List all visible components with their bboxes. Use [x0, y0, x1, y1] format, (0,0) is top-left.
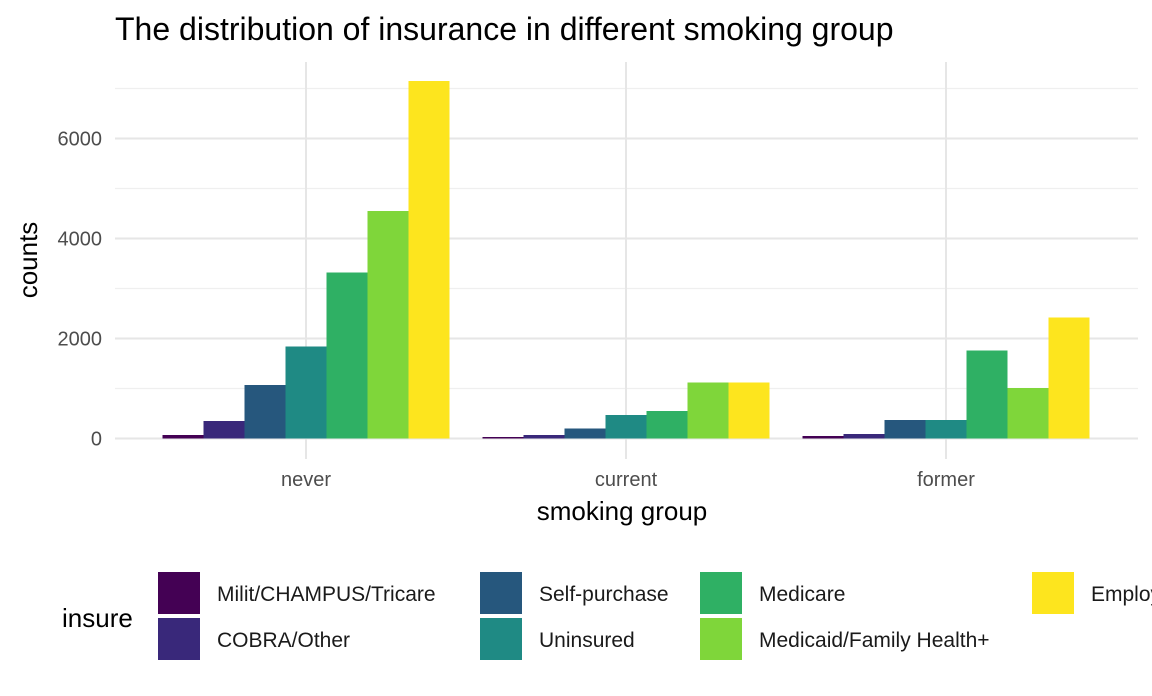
y-tick-label: 6000: [58, 129, 103, 151]
bar: [1007, 388, 1049, 439]
legend-swatch: [1032, 572, 1074, 614]
bar: [326, 272, 368, 439]
bar: [564, 428, 606, 439]
x-tick-label: current: [595, 469, 658, 491]
bar: [285, 346, 327, 439]
legend-swatch: [158, 572, 200, 614]
bar: [802, 436, 844, 439]
legend-label: Medicare: [759, 583, 845, 606]
legend-label: Milit/CHAMPUS/Tricare: [217, 583, 436, 606]
bar: [523, 435, 565, 439]
legend-label: Employer: [1091, 583, 1152, 606]
bar: [1048, 317, 1090, 439]
legend: Milit/CHAMPUS/Tricare COBRA/Other Self-pur…: [158, 572, 1152, 660]
y-tick-label: 0: [91, 429, 102, 451]
bar: [884, 420, 926, 439]
bar: [605, 415, 647, 439]
bar: [244, 385, 286, 439]
legend-label: Medicaid/Family Health+: [759, 629, 990, 652]
bar: [162, 435, 204, 439]
y-axis-title: counts: [13, 222, 43, 299]
bar: [687, 382, 729, 439]
x-tick-label: never: [281, 469, 331, 491]
bar: [482, 437, 524, 439]
x-axis-ticks: never current former: [281, 469, 975, 491]
bar: [367, 211, 409, 439]
chart-title: The distribution of insurance in differe…: [115, 11, 894, 47]
legend-swatch: [480, 618, 522, 660]
bar: [925, 420, 967, 439]
bar: [728, 382, 770, 439]
bar: [408, 81, 450, 439]
legend-label: Self-purchase: [539, 583, 669, 606]
legend-label: Uninsured: [539, 629, 635, 652]
y-tick-label: 2000: [58, 329, 103, 351]
bar: [843, 434, 885, 439]
bars: [162, 81, 1090, 439]
legend-swatch: [700, 572, 742, 614]
legend-swatch: [480, 572, 522, 614]
legend-swatch: [700, 618, 742, 660]
bar: [203, 421, 245, 439]
legend-label: COBRA/Other: [217, 629, 350, 652]
x-tick-label: former: [917, 469, 975, 491]
y-axis-ticks: 0 2000 4000 6000: [58, 129, 103, 451]
bar: [646, 411, 688, 439]
y-tick-label: 4000: [58, 229, 103, 251]
x-axis-title: smoking group: [537, 496, 708, 526]
bar: [966, 350, 1008, 439]
legend-title: insure: [62, 603, 133, 633]
legend-swatch: [158, 618, 200, 660]
